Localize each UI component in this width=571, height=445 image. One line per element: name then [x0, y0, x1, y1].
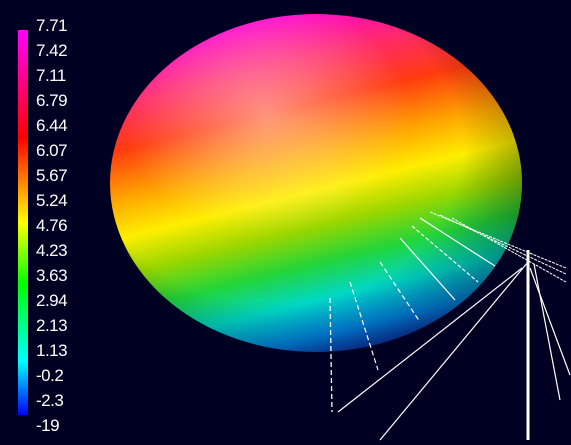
color-scale-tick: 1.13: [36, 341, 68, 360]
color-scale-tick: 3.63: [36, 266, 68, 285]
color-scale-tick: 2.94: [36, 291, 68, 310]
color-scale-bar: [18, 30, 28, 415]
antenna-wireframe: [329, 211, 571, 441]
color-scale-tick: 6.07: [36, 141, 68, 160]
color-scale-tick: 6.44: [36, 116, 68, 135]
color-scale-tick: 7.42: [36, 41, 68, 60]
color-scale-tick: 5.67: [36, 166, 68, 185]
color-scale-tick: 4.23: [36, 241, 68, 260]
radiation-lobe[interactable]: [110, 14, 522, 352]
color-scale-tick: -0.2: [36, 366, 64, 385]
color-scale-tick: 6.79: [36, 91, 68, 110]
color-scale-tick: -19: [36, 416, 60, 435]
color-scale-tick: 7.71: [36, 16, 68, 35]
color-scale-tick: 2.13: [36, 316, 68, 335]
color-scale-tick: 7.11: [36, 66, 66, 85]
color-scale-tick: -2.3: [36, 391, 64, 410]
color-scale-tick: 5.24: [36, 191, 68, 210]
color-scale-tick: 4.76: [36, 216, 68, 235]
